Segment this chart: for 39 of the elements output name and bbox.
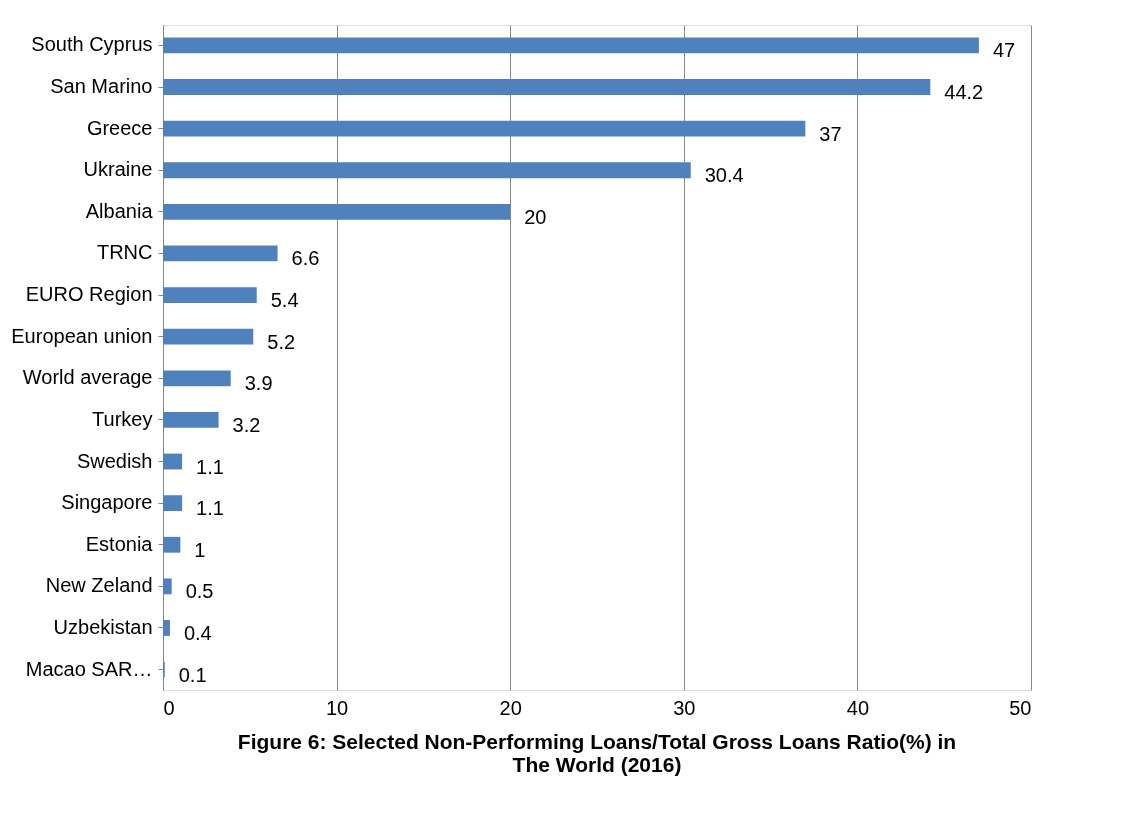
data-label: 0.5: [185, 580, 214, 603]
y-tick-label: Swedish: [76, 449, 153, 472]
x-tick-label: 0: [163, 696, 175, 719]
y-tick-label: Estonia: [85, 532, 154, 555]
y-tick-label: Greece: [86, 116, 153, 139]
data-label: 3.9: [244, 372, 273, 395]
data-label: 20: [524, 205, 547, 228]
x-tick-label: 10: [325, 696, 349, 719]
data-label: 5.4: [270, 289, 299, 312]
data-label: 5.2: [267, 330, 296, 353]
y-tick-label: Singapore: [61, 491, 153, 514]
x-tick-label: 40: [846, 696, 870, 719]
data-label: 6.6: [291, 247, 320, 270]
data-label: 0.1: [178, 663, 207, 686]
y-tick-label: Macao SAR…: [25, 657, 153, 680]
x-tick-label: 30: [673, 696, 696, 719]
y-tick-label: TRNC: [96, 241, 153, 264]
x-tick-label: 20: [499, 696, 522, 719]
data-label: 1.1: [196, 455, 224, 478]
data-label: 3.2: [232, 413, 261, 436]
y-tick-label: European union: [11, 324, 153, 347]
y-tick-label: New Zeland: [45, 574, 153, 597]
y-tick-label: Uzbekistan: [53, 615, 153, 638]
text: Figure 6: Selected Non-Performing Loans/Total Gross Loans Ratio(%) in The World (2016): [237, 730, 957, 776]
data-label: 37: [819, 122, 842, 145]
y-tick-label: Ukraine: [83, 158, 153, 181]
data-label: 47: [992, 39, 1016, 62]
y-tick-label: South Cyprus: [31, 33, 153, 56]
y-tick-label: World average: [22, 366, 153, 389]
data-label: 0.4: [183, 621, 212, 644]
data-label: 44.2: [944, 81, 984, 104]
data-label: 1.1: [196, 497, 224, 520]
y-tick-label: San Marino: [50, 75, 153, 98]
data-label: 1: [194, 538, 206, 561]
y-tick-label: Turkey: [92, 407, 153, 430]
data-label: 30.4: [704, 164, 744, 187]
y-tick-label: Albania: [85, 199, 154, 222]
y-tick-label: EURO Region: [25, 283, 153, 306]
x-tick-label: 50: [1009, 696, 1032, 719]
